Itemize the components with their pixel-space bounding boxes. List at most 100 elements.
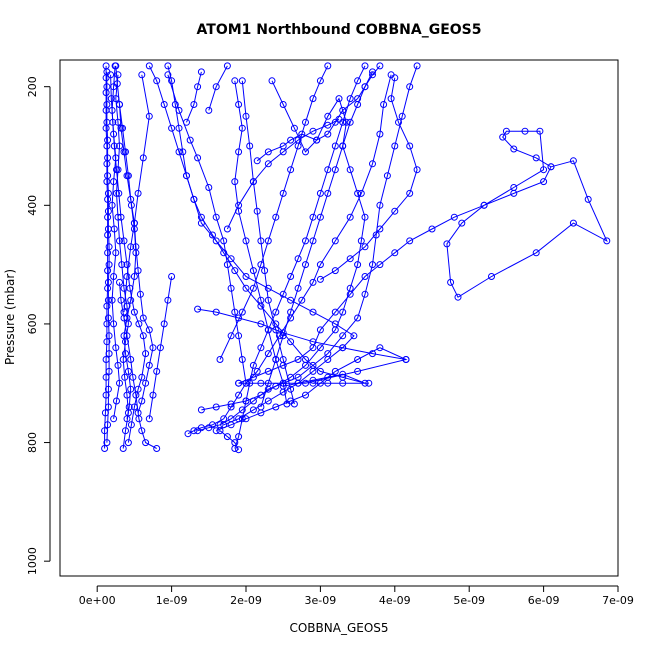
y-axis-label: Pressure (mbar) (3, 269, 17, 365)
data-point (183, 172, 190, 180)
data-point (294, 284, 302, 292)
data-point (249, 373, 257, 381)
data-point (127, 296, 135, 304)
data-point (249, 267, 257, 275)
data-point (354, 356, 362, 363)
x-axis-label: COBBNA_GEOS5 (289, 621, 388, 635)
data-point (361, 290, 369, 298)
data-point (298, 130, 306, 138)
data-point (372, 231, 380, 239)
data-point (105, 332, 113, 340)
x-axis: 0e+00 1e-09 2e-09 3e-09 4e-09 5e-09 6e-09 7e-09 (79, 585, 634, 607)
data-point (209, 231, 216, 239)
data-point (391, 249, 399, 257)
data-point (376, 344, 384, 352)
data-point (361, 273, 369, 280)
data-point (103, 83, 111, 91)
data-point (346, 95, 354, 103)
data-point (253, 157, 261, 165)
data-point (257, 320, 265, 328)
x-tick-label: 1e-09 (156, 594, 188, 607)
data-point (105, 261, 113, 269)
data-point (164, 296, 172, 304)
x-tick-label: 6e-09 (528, 594, 560, 607)
data-point (339, 344, 347, 352)
data-point (249, 178, 257, 186)
y-tick-label: 1000 (26, 547, 39, 575)
data-point (109, 118, 117, 126)
data-point (104, 314, 112, 322)
data-point (116, 101, 123, 108)
data-point (242, 415, 250, 423)
data-point (346, 255, 354, 263)
data-point (257, 403, 265, 411)
data-point (194, 154, 202, 162)
data-point (488, 273, 495, 280)
data-point (231, 77, 239, 85)
data-point (264, 284, 272, 292)
data-point (346, 213, 354, 221)
data-point (279, 356, 287, 363)
data-point (123, 273, 131, 280)
data-point (264, 160, 272, 168)
data-point (376, 225, 384, 233)
data-point (406, 83, 414, 91)
y-tick-label: 800 (26, 432, 39, 453)
data-point (272, 356, 280, 363)
data-point (249, 284, 257, 292)
data-point (122, 350, 129, 358)
data-point (246, 379, 254, 387)
data-point (324, 166, 332, 174)
data-point (153, 367, 161, 375)
data-point (116, 142, 123, 150)
data-point (205, 424, 213, 432)
data-point (120, 237, 128, 245)
series-25 (164, 71, 250, 387)
data-point (168, 77, 176, 85)
data-point (294, 255, 302, 263)
data-point (223, 62, 231, 70)
data-point (238, 124, 246, 132)
data-point (139, 314, 147, 322)
data-point (235, 101, 243, 108)
data-point (123, 302, 131, 310)
data-point (110, 178, 118, 186)
data-point (235, 201, 243, 209)
data-point (569, 157, 577, 165)
data-point (302, 118, 309, 126)
data-point (113, 189, 120, 197)
data-point (302, 361, 309, 369)
y-tick-label: 600 (26, 313, 39, 334)
data-point (272, 403, 280, 411)
y-tick-label: 200 (26, 76, 39, 97)
data-point (108, 296, 116, 304)
data-point (532, 154, 540, 162)
series-8 (116, 278, 161, 452)
data-point (153, 445, 161, 452)
data-point (105, 243, 113, 251)
data-point (127, 356, 135, 363)
series-line (219, 65, 329, 360)
data-point (302, 148, 309, 156)
series-22 (253, 62, 384, 165)
data-point (264, 397, 272, 405)
data-point (108, 201, 116, 209)
data-point (290, 400, 298, 408)
data-point (264, 326, 272, 334)
data-point (447, 278, 455, 286)
data-point (160, 101, 168, 108)
data-point (122, 427, 129, 435)
data-point (339, 308, 347, 316)
data-point (502, 127, 510, 135)
data-point (287, 308, 295, 316)
data-point (104, 421, 112, 429)
data-point (123, 172, 131, 180)
data-point (242, 112, 250, 120)
series-21 (257, 77, 350, 411)
data-point (123, 332, 131, 340)
data-point (139, 332, 147, 340)
series-line (106, 71, 110, 443)
data-point (309, 308, 317, 316)
data-point (383, 172, 391, 180)
